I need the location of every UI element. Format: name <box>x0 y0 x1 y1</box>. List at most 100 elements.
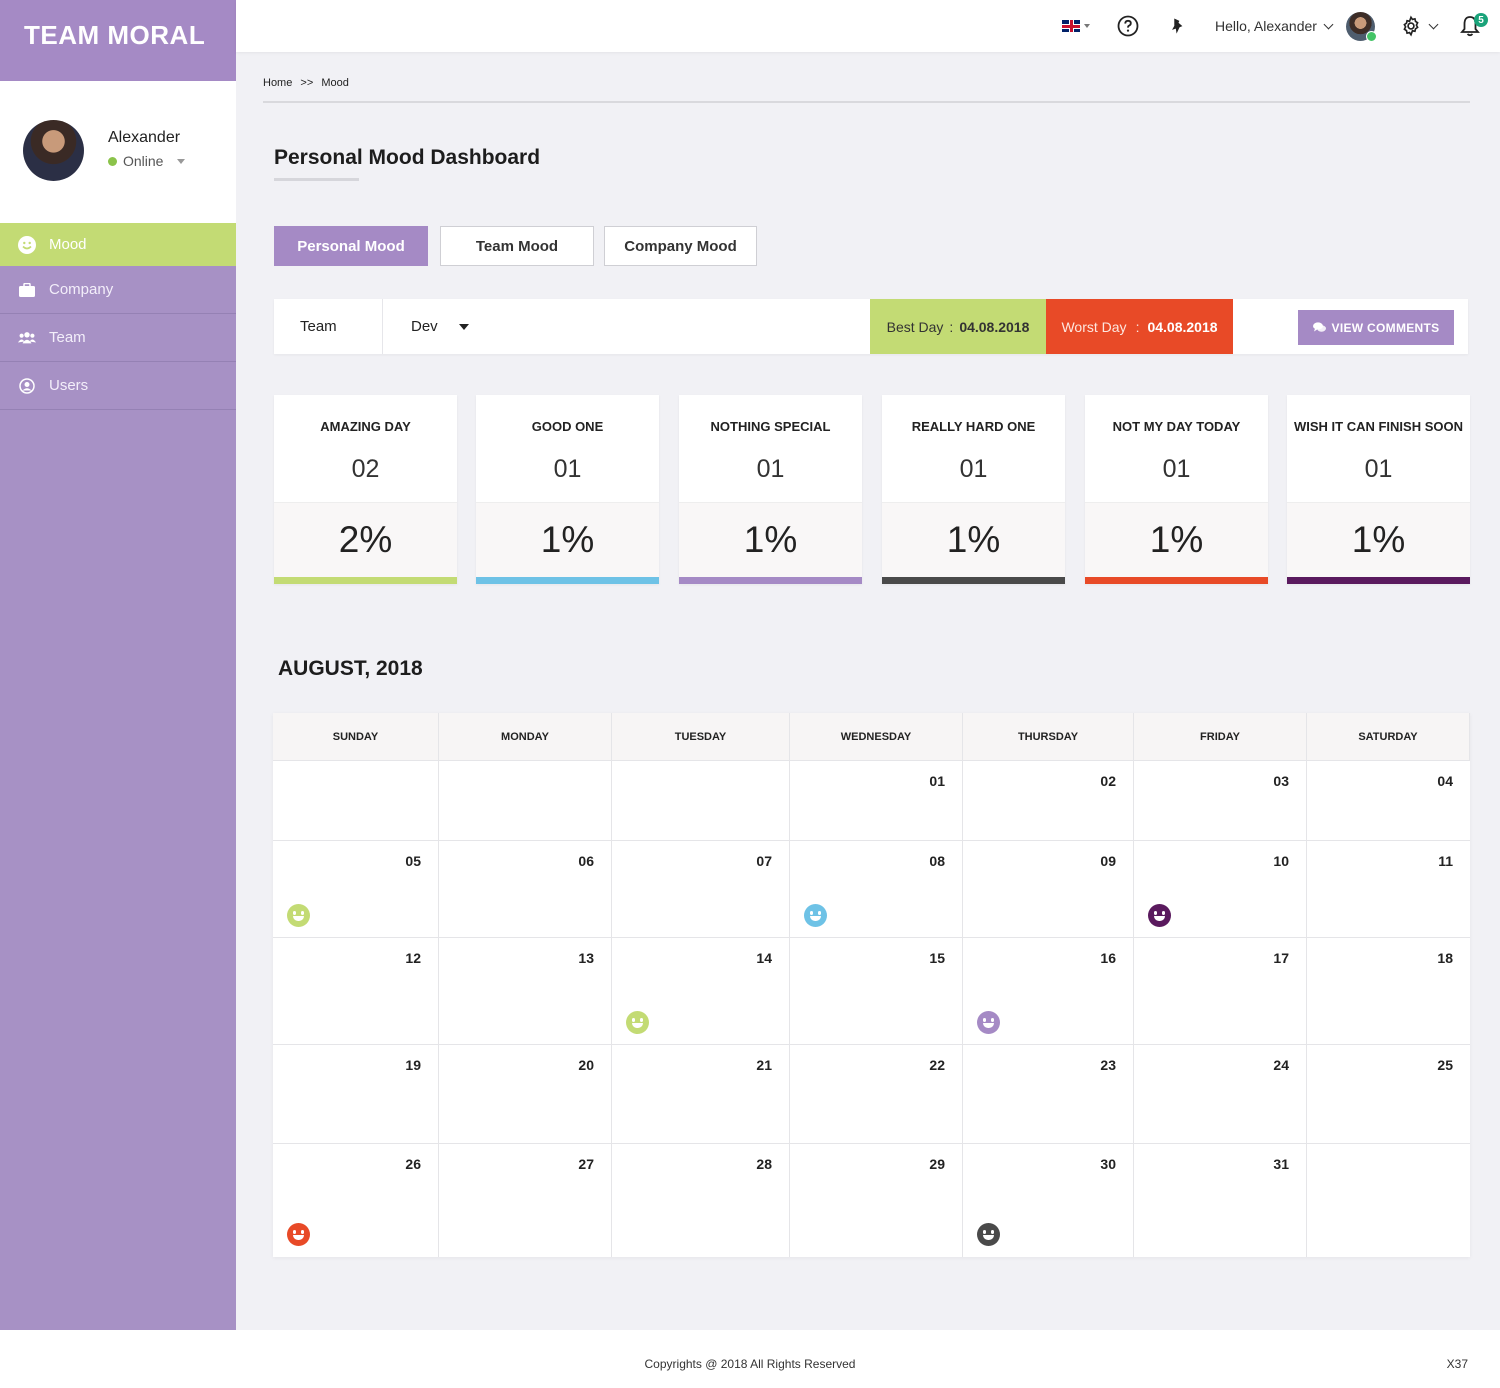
worst-day-colon: : <box>1135 318 1140 335</box>
calendar-day-cell[interactable]: 12 <box>273 938 439 1045</box>
breadcrumb-home[interactable]: Home <box>263 77 293 89</box>
mood-face-icon[interactable] <box>287 904 310 927</box>
language-selector[interactable] <box>1062 0 1090 52</box>
tab-company-mood[interactable]: Company Mood <box>604 226 757 266</box>
gear-icon <box>1403 15 1419 37</box>
calendar-day-cell[interactable]: 13 <box>439 938 612 1045</box>
avatar[interactable] <box>23 120 84 181</box>
day-number: 01 <box>929 773 945 789</box>
calendar-day-cell[interactable]: 10 <box>1134 841 1307 938</box>
sidebar-item-users[interactable]: Users <box>0 362 236 410</box>
mood-face-icon[interactable] <box>804 904 827 927</box>
user-status[interactable]: Online <box>108 153 186 169</box>
calendar-day-cell[interactable]: 24 <box>1134 1045 1307 1144</box>
calendar-day-cell[interactable]: 03 <box>1134 761 1307 841</box>
calendar-day-cell[interactable]: 14 <box>612 938 790 1045</box>
calendar-day-cell[interactable]: 28 <box>612 1144 790 1257</box>
user-profile: Alexander Online <box>0 81 236 223</box>
pin-button[interactable] <box>1168 0 1186 52</box>
mood-face-icon[interactable] <box>977 1011 1000 1034</box>
calendar-day-cell[interactable]: 23 <box>963 1045 1134 1144</box>
calendar-day-cell[interactable]: 27 <box>439 1144 612 1257</box>
user-name: Alexander <box>108 129 181 146</box>
filter-bar: Team Dev Best Day : 04.08.2018 Worst Day… <box>274 299 1468 354</box>
calendar-day-cell[interactable]: 26 <box>273 1144 439 1257</box>
tab-team-mood[interactable]: Team Mood <box>440 226 594 266</box>
mood-face-icon[interactable] <box>626 1011 649 1034</box>
calendar-day-cell[interactable]: 09 <box>963 841 1134 938</box>
day-number: 10 <box>1273 853 1289 869</box>
sidebar-item-mood[interactable]: Mood <box>0 223 236 266</box>
user-avatar-button[interactable] <box>1346 0 1377 52</box>
user-menu[interactable]: Hello, Alexander <box>1215 0 1334 52</box>
calendar-empty-cell <box>273 761 439 841</box>
calendar-day-cell[interactable]: 05 <box>273 841 439 938</box>
stat-count: 01 <box>1364 455 1393 483</box>
stat-card-really-hard-one: REALLY HARD ONE 01 1% <box>882 395 1065 584</box>
calendar-day-cell[interactable]: 21 <box>612 1045 790 1144</box>
calendar-day-cell[interactable]: 19 <box>273 1045 439 1144</box>
team-select-value: Dev <box>411 318 438 335</box>
team-filter-label: Team <box>274 299 383 354</box>
calendar-day-cell[interactable]: 07 <box>612 841 790 938</box>
day-header-saturday: SATURDAY <box>1307 713 1470 761</box>
day-number: 24 <box>1273 1057 1289 1073</box>
sidebar-item-team[interactable]: Team <box>0 314 236 362</box>
calendar-day-cell[interactable]: 20 <box>439 1045 612 1144</box>
mood-face-icon[interactable] <box>977 1223 1000 1246</box>
notifications-button[interactable] <box>1460 0 1480 52</box>
stat-card-not-my-day-today: NOT MY DAY TODAY 01 1% <box>1085 395 1268 584</box>
stat-color-bar <box>1085 577 1268 584</box>
title-underline <box>274 178 359 181</box>
day-number: 08 <box>929 853 945 869</box>
calendar-day-cell[interactable]: 06 <box>439 841 612 938</box>
sidebar-item-company[interactable]: Company <box>0 266 236 314</box>
day-number: 25 <box>1437 1057 1453 1073</box>
calendar-day-cell[interactable]: 15 <box>790 938 963 1045</box>
day-number: 03 <box>1273 773 1289 789</box>
brand-logo[interactable]: TEAM MORAL <box>0 0 236 81</box>
tab-personal-mood[interactable]: Personal Mood <box>274 226 428 266</box>
chevron-down-icon <box>1323 19 1334 29</box>
avatar <box>1346 11 1377 42</box>
stat-card-good-one: GOOD ONE 01 1% <box>476 395 659 584</box>
calendar-empty-cell <box>439 761 612 841</box>
calendar-day-cell[interactable]: 02 <box>963 761 1134 841</box>
top-bar: Hello, Alexander 5 <box>236 0 1500 52</box>
help-icon <box>1117 15 1139 37</box>
calendar-day-cell[interactable]: 31 <box>1134 1144 1307 1257</box>
calendar-day-cell[interactable]: 11 <box>1307 841 1470 938</box>
user-status-label: Online <box>123 153 164 169</box>
page-title: Personal Mood Dashboard <box>274 146 541 169</box>
day-header-sunday: SUNDAY <box>273 713 439 761</box>
view-comments-label: VIEW COMMENTS <box>1331 320 1440 335</box>
calendar-day-cell[interactable]: 16 <box>963 938 1134 1045</box>
stat-percentage: 2% <box>274 502 457 577</box>
calendar-day-cell[interactable]: 25 <box>1307 1045 1470 1144</box>
day-number: 29 <box>929 1156 945 1172</box>
team-select[interactable]: Dev <box>384 299 564 354</box>
online-dot-icon <box>108 156 117 166</box>
day-number: 28 <box>756 1156 772 1172</box>
calendar-day-cell[interactable]: 30 <box>963 1144 1134 1257</box>
best-day-badge: Best Day : 04.08.2018 <box>870 299 1046 354</box>
view-comments-button[interactable]: VIEW COMMENTS <box>1298 310 1454 345</box>
day-number: 17 <box>1273 950 1289 966</box>
day-header-monday: MONDAY <box>439 713 612 761</box>
mood-face-icon[interactable] <box>287 1223 310 1246</box>
calendar-day-cell[interactable]: 08 <box>790 841 963 938</box>
sidebar-item-label: Mood <box>49 236 87 253</box>
mood-face-icon[interactable] <box>1148 904 1171 927</box>
greeting-text: Hello, Alexander <box>1215 18 1317 34</box>
calendar-day-cell[interactable]: 22 <box>790 1045 963 1144</box>
settings-menu[interactable] <box>1400 0 1439 52</box>
stat-color-bar <box>679 577 862 584</box>
calendar-day-cell[interactable]: 18 <box>1307 938 1470 1045</box>
stat-card-wish-it-can-finish-soon: WISH IT CAN FINISH SOON 01 1% <box>1287 395 1470 584</box>
help-button[interactable] <box>1117 0 1139 52</box>
calendar-day-cell[interactable]: 17 <box>1134 938 1307 1045</box>
calendar-day-cell[interactable]: 01 <box>790 761 963 841</box>
calendar-day-cell[interactable]: 04 <box>1307 761 1470 841</box>
calendar-day-cell[interactable]: 29 <box>790 1144 963 1257</box>
footer: Copyrights @ 2018 All Rights Reserved X3… <box>0 1330 1500 1388</box>
